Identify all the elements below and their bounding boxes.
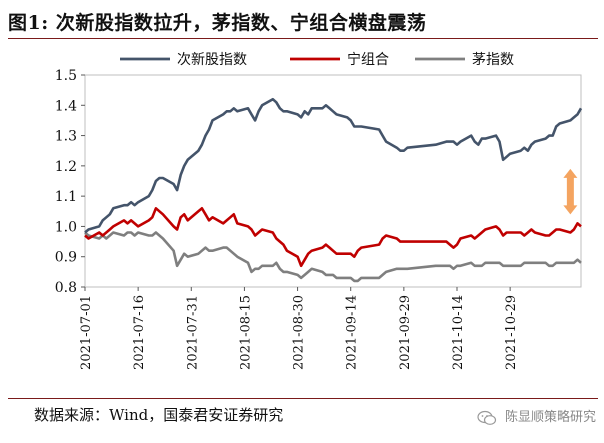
plot-frame: [84, 74, 582, 288]
x-tick-label: 2021-07-16: [132, 295, 147, 370]
y-tick-label: 1.3: [55, 129, 77, 145]
chart-container: 次新股指数 宁组合 茅指数 0.8 0.9 1.0 1.1 1.2 1.3 1.4 1.5 2021…: [0, 40, 604, 398]
y-tick-label: 1.5: [55, 68, 77, 84]
watermark-text: 陈显顺策略研究: [504, 410, 596, 425]
x-tick-label: 2021-07-01: [79, 295, 94, 370]
y-tick-label: 1.1: [55, 189, 77, 205]
series-line-2: [84, 207, 582, 268]
x-tick-label: 2021-07-31: [185, 295, 200, 370]
source-note: 数据来源：Wind，国泰君安证券研究: [34, 406, 284, 424]
x-tick-label: 2021-08-30: [292, 295, 307, 370]
wechat-logo-icon: [477, 410, 496, 425]
y-tick-label: 1.4: [55, 98, 77, 114]
series-line-3: [84, 231, 582, 283]
source-rule: [8, 398, 598, 399]
figure-title: 图1: 次新股指数拉升，茅指数、宁组合横盘震荡: [8, 12, 427, 34]
y-tick-label: 0.9: [55, 250, 77, 266]
y-tick-label: 1.0: [55, 219, 77, 235]
series-line-1: [84, 97, 583, 234]
x-tick-label: 2021-08-15: [238, 295, 253, 370]
legend: 次新股指数 宁组合 茅指数: [120, 51, 514, 68]
x-tick-label: 2021-09-14: [345, 295, 360, 370]
legend-label-2: 宁组合: [347, 51, 389, 68]
plot-area: 0.8 0.9 1.0 1.1 1.2 1.3 1.4 1.5 2021-07-01 2021-0…: [55, 68, 583, 370]
x-tick-label: 2021-10-14: [451, 295, 466, 370]
watermark: 陈显顺策略研究: [477, 406, 596, 426]
double-arrow-annotation: [563, 168, 578, 215]
title-rule: [8, 38, 598, 39]
x-tick-label: 2021-09-29: [398, 295, 413, 370]
y-tick-label: 0.8: [55, 280, 77, 296]
line-chart: 次新股指数 宁组合 茅指数 0.8 0.9 1.0 1.1 1.2 1.3 1.4 1.5 2021…: [55, 51, 583, 370]
legend-label-1: 次新股指数: [177, 52, 247, 68]
x-tick-label: 2021-10-29: [504, 295, 519, 370]
y-tick-label: 1.2: [55, 159, 77, 175]
legend-label-3: 茅指数: [472, 52, 514, 68]
